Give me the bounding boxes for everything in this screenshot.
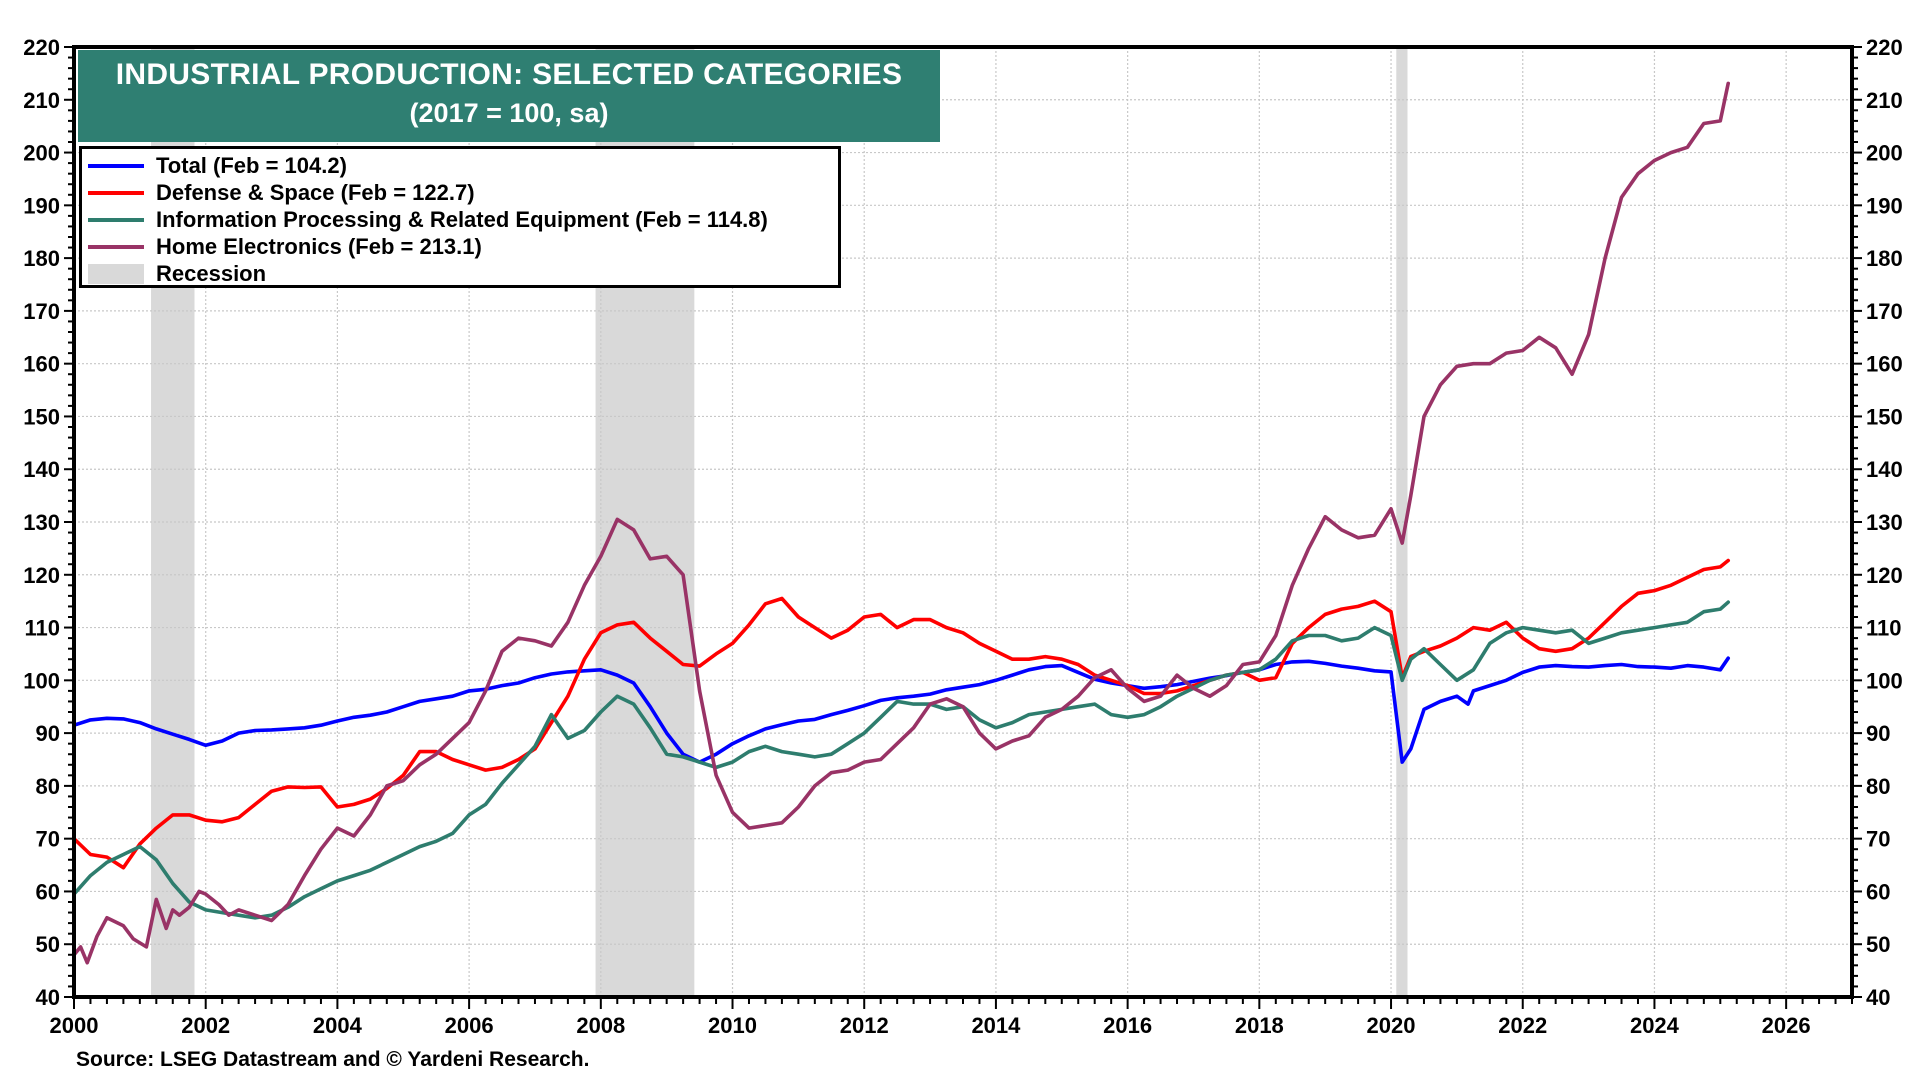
y-tick-label-left: 200 xyxy=(23,141,60,166)
x-tick-label: 2024 xyxy=(1630,1013,1680,1038)
y-tick-label-right: 70 xyxy=(1866,827,1890,852)
y-tick-label-left: 210 xyxy=(23,88,60,113)
y-tick-label-right: 210 xyxy=(1866,88,1903,113)
legend-swatch-info-processing xyxy=(88,217,144,222)
recession-band-3 xyxy=(1396,47,1408,997)
y-tick-label-left: 50 xyxy=(36,932,60,957)
legend-item-total: Total (Feb = 104.2) xyxy=(88,152,838,179)
y-tick-label-right: 50 xyxy=(1866,932,1890,957)
legend-label-total: Total (Feb = 104.2) xyxy=(156,152,347,178)
y-tick-label-right: 140 xyxy=(1866,457,1903,482)
axes xyxy=(64,45,1862,1009)
y-tick-label-left: 100 xyxy=(23,668,60,693)
y-tick-label-left: 60 xyxy=(36,879,60,904)
chart-title: INDUSTRIAL PRODUCTION: SELECTED CATEGORI… xyxy=(115,58,903,91)
y-tick-label-left: 130 xyxy=(23,510,60,535)
x-tick-label: 2026 xyxy=(1762,1013,1811,1038)
chart-title-box: INDUSTRIAL PRODUCTION: SELECTED CATEGORI… xyxy=(78,50,940,142)
x-tick-label: 2002 xyxy=(181,1013,230,1038)
y-tick-label-left: 140 xyxy=(23,457,60,482)
y-tick-label-right: 80 xyxy=(1866,774,1890,799)
y-tick-label-right: 90 xyxy=(1866,721,1890,746)
y-tick-label-right: 200 xyxy=(1866,141,1903,166)
series-line-information-processing-related-equipment xyxy=(72,600,1730,920)
y-tick-label-right: 150 xyxy=(1866,404,1903,429)
gridlines xyxy=(74,47,1852,997)
legend-label-recession: Recession xyxy=(156,260,267,286)
x-tick-label: 2020 xyxy=(1367,1013,1416,1038)
series-line-home-electronics xyxy=(72,81,1730,965)
x-tick-label: 2008 xyxy=(576,1013,625,1038)
series-line-defense-space xyxy=(72,558,1730,870)
y-tick-label-right: 120 xyxy=(1866,563,1903,588)
y-tick-label-left: 40 xyxy=(36,985,60,1010)
y-tick-label-right: 40 xyxy=(1866,985,1890,1010)
series-lines xyxy=(72,81,1730,965)
legend-item-info-processing: Information Processing & Related Equipme… xyxy=(88,206,838,233)
y-tick-label-right: 160 xyxy=(1866,352,1903,377)
x-tick-label: 2006 xyxy=(445,1013,494,1038)
legend-item-recession: Recession xyxy=(88,260,838,287)
y-tick-label-left: 70 xyxy=(36,827,60,852)
y-tick-label-right: 170 xyxy=(1866,299,1903,324)
y-tick-label-right: 220 xyxy=(1866,35,1903,60)
source-note: Source: LSEG Datastream and © Yardeni Re… xyxy=(76,1048,590,1071)
x-tick-label: 2014 xyxy=(971,1013,1021,1038)
legend-item-home-electronics: Home Electronics (Feb = 213.1) xyxy=(88,233,838,260)
x-tick-label: 2000 xyxy=(50,1013,99,1038)
y-tick-label-left: 110 xyxy=(25,616,61,641)
y-tick-label-left: 150 xyxy=(23,404,60,429)
y-tick-label-right: 130 xyxy=(1866,510,1903,535)
x-tick-label: 2018 xyxy=(1235,1013,1284,1038)
y-tick-label-left: 170 xyxy=(23,299,60,324)
legend-label-defense-space: Defense & Space (Feb = 122.7) xyxy=(156,179,475,205)
x-tick-label: 2012 xyxy=(840,1013,889,1038)
y-tick-label-right: 60 xyxy=(1866,879,1890,904)
y-tick-label-left: 80 xyxy=(36,774,60,799)
y-tick-label-left: 160 xyxy=(23,352,60,377)
x-tick-label: 2004 xyxy=(313,1013,363,1038)
tick-labels: 40 40 50 50 60 60 70 70 80 80 90 90 100 100 110 110 120 1… xyxy=(23,35,1902,1038)
y-tick-label-left: 180 xyxy=(23,246,60,271)
legend: Total (Feb = 104.2) Defense & Space (Feb… xyxy=(79,146,841,288)
series-line-total xyxy=(72,656,1730,764)
y-tick-label-right: 100 xyxy=(1866,668,1903,693)
legend-label-home-electronics: Home Electronics (Feb = 213.1) xyxy=(156,233,482,259)
y-tick-label-left: 120 xyxy=(23,563,60,588)
legend-swatch-total xyxy=(88,163,144,168)
legend-swatch-home-electronics xyxy=(88,244,144,249)
y-tick-label-right: 190 xyxy=(1866,193,1903,218)
legend-label-info-processing: Information Processing & Related Equipme… xyxy=(156,206,768,232)
y-tick-label-right: 180 xyxy=(1866,246,1903,271)
legend-swatch-defense-space xyxy=(88,190,144,195)
x-tick-label: 2016 xyxy=(1103,1013,1152,1038)
chart-subtitle: (2017 = 100, sa) xyxy=(409,98,609,128)
legend-swatch-recession xyxy=(88,263,144,284)
y-tick-label-left: 220 xyxy=(23,35,60,60)
x-tick-label: 2010 xyxy=(708,1013,757,1038)
x-tick-label: 2022 xyxy=(1498,1013,1547,1038)
y-tick-label-left: 190 xyxy=(23,193,60,218)
y-tick-label-left: 90 xyxy=(36,721,60,746)
y-tick-label-right: 110 xyxy=(1866,616,1902,641)
legend-item-defense-space: Defense & Space (Feb = 122.7) xyxy=(88,179,838,206)
